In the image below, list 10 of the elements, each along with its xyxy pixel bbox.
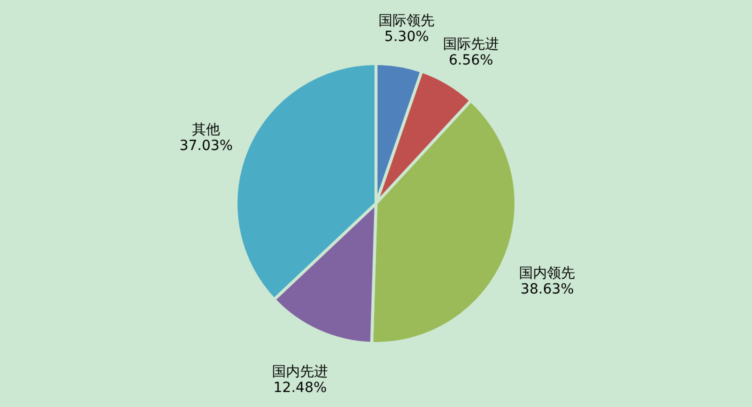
data-label: 37.03% [179, 138, 233, 154]
slice-label: 其他 [192, 122, 220, 138]
data-label: 6.56% [448, 52, 494, 69]
data-label: 5.30% [384, 29, 429, 46]
slice-label: 国际领先 [378, 13, 435, 30]
slice-label: 国际先进 [442, 36, 499, 53]
slice-label: 国内领先 [519, 265, 576, 282]
slice-label: 国内先进 [272, 364, 328, 380]
data-label: 38.63% [520, 281, 574, 298]
data-label: 12.48% [273, 380, 327, 396]
